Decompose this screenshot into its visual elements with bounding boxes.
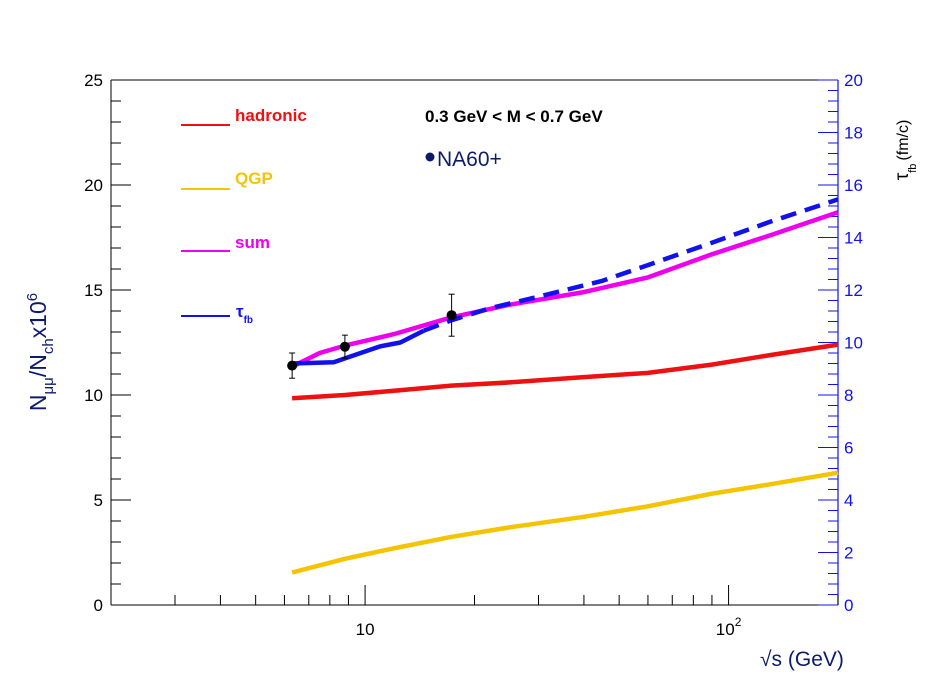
series-line-sum [291, 210, 839, 369]
y-right-tick-label: 4 [844, 491, 853, 510]
y-right-tick-label: 18 [844, 124, 863, 143]
legend-label-sum: sum [235, 233, 270, 252]
series-line-hadronic [291, 342, 839, 401]
series-line-qgp [291, 470, 839, 575]
y-axis-right-label: τfb(fm/c) [892, 120, 919, 181]
y-left-tick-label: 0 [94, 596, 103, 615]
y-right-tick-label: 12 [844, 281, 863, 300]
y-left-tick-label: 20 [84, 176, 103, 195]
x-tick-label: 102 [716, 615, 742, 639]
y-right-tick-label: 6 [844, 439, 853, 458]
series-line-fbdashed [422, 197, 839, 333]
y-right-tick-label: 10 [844, 334, 863, 353]
mass-window-annotation: 0.3 GeV < M < 0.7 GeV [425, 107, 603, 126]
legend-label-hadronic: hadronic [235, 106, 307, 125]
data-points [287, 293, 457, 379]
x-tick-label: 10 [356, 620, 375, 639]
y-right-tick-label: 14 [844, 229, 863, 248]
na60-legend-label: NA60+ [437, 148, 502, 171]
legend-label-tau: τfb [236, 302, 253, 326]
legend-label-qgp: QGP [235, 169, 273, 188]
y-axis-left-label: Nμμ/Nchx106 [24, 293, 57, 411]
legend: hadronic QGP sum τfb [181, 106, 307, 326]
na60-legend-marker [425, 152, 435, 162]
y-right-tick-label: 8 [844, 386, 853, 405]
y-left-tick-label: 5 [94, 491, 103, 510]
na60-data-point [446, 310, 457, 321]
na60-data-point [339, 341, 350, 352]
y-left-tick-label: 10 [84, 386, 103, 405]
na60-data-point [287, 360, 298, 371]
y-left-tick-label: 15 [84, 281, 103, 300]
x-axis-label: √s (GeV) [760, 648, 844, 671]
series-layer [291, 197, 839, 575]
y-right-tick-label: 20 [844, 71, 863, 90]
y-right-tick-label: 16 [844, 176, 863, 195]
series-line-fbsolid [292, 328, 425, 366]
y-right-tick-label: 2 [844, 544, 853, 563]
y-left-tick-label: 25 [84, 71, 103, 90]
axis-ticks: 0 5 10 15 20 25 0 2 4 6 8 10 12 14 16 18 20 10 102 [84, 71, 863, 639]
y-right-tick-label: 0 [844, 596, 853, 615]
